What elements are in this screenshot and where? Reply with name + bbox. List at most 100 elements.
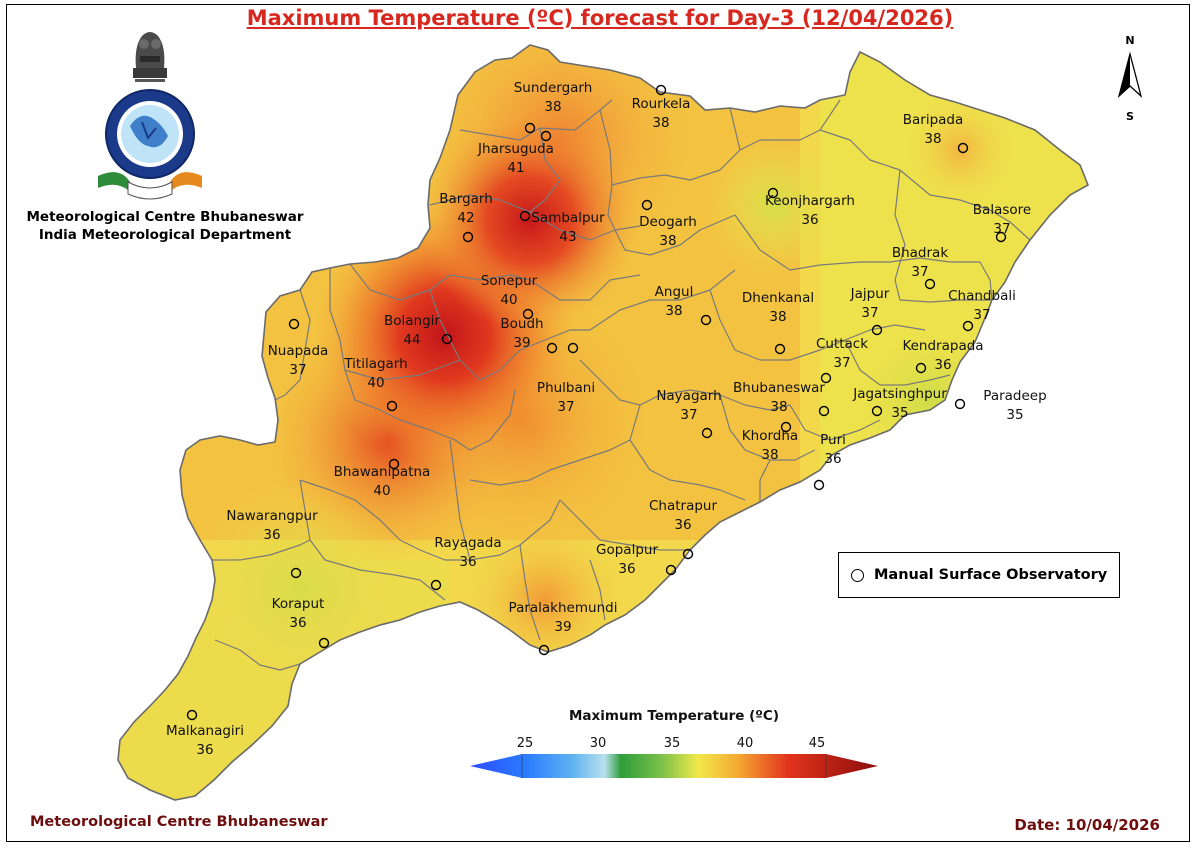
station-chatrapur: Chatrapur 36 bbox=[649, 498, 717, 560]
station-temperature: 39 bbox=[513, 335, 530, 351]
station-temperature: 36 bbox=[674, 517, 691, 533]
station-nuapada: Nuapada 37 bbox=[268, 318, 328, 378]
station-temperature: 40 bbox=[373, 483, 390, 499]
station-name: Sambalpur bbox=[531, 210, 605, 226]
station-sundergarh: Sundergarh 38 bbox=[514, 80, 592, 134]
station-jagatsinghpur: Jagatsinghpur 35 bbox=[852, 386, 947, 421]
station-bhubaneswar: Bhubaneswar 38 bbox=[733, 380, 830, 417]
station-name: Jagatsinghpur bbox=[852, 386, 947, 402]
observatory-marker-icon bbox=[818, 405, 830, 417]
station-paralakhemundi: Paralakhemundi 39 bbox=[509, 600, 618, 656]
station-name: Keonjhargarh bbox=[765, 193, 855, 209]
station-temperature: 40 bbox=[367, 375, 384, 391]
station-temperature: 38 bbox=[652, 115, 669, 131]
observatory-marker-icon bbox=[700, 314, 712, 326]
observatory-marker-icon bbox=[665, 564, 677, 576]
north-label: N bbox=[1125, 34, 1134, 47]
station-name: Jharsuguda bbox=[477, 141, 554, 157]
colorbar-ramp bbox=[470, 754, 878, 778]
station-cuttack: Cuttack 37 bbox=[816, 336, 868, 384]
station-gopalpur: Gopalpur 36 bbox=[596, 542, 677, 577]
station-angul: Angul 38 bbox=[655, 284, 712, 326]
observatory-marker-icon bbox=[995, 231, 1007, 243]
station-name: Bargarh bbox=[439, 191, 493, 207]
station-temperature: 36 bbox=[263, 527, 280, 543]
station-name: Deogarh bbox=[639, 214, 697, 230]
station-temperature: 36 bbox=[934, 357, 951, 373]
organization-label: Meteorological Centre Bhubaneswar India … bbox=[20, 208, 310, 244]
observatory-marker-icon bbox=[462, 231, 474, 243]
station-nayagarh: Nayagarh 37 bbox=[656, 388, 722, 439]
station-name: Balasore bbox=[973, 202, 1031, 218]
station-bhawanipatna: Bhawanipatna 40 bbox=[334, 458, 430, 499]
station-name: Jajpur bbox=[850, 286, 890, 302]
colorbar-tick-label: 40 bbox=[736, 736, 754, 751]
temperature-field bbox=[118, 45, 1088, 800]
observatory-marker-icon bbox=[682, 548, 694, 560]
station-koraput: Koraput 36 bbox=[272, 596, 330, 649]
station-temperature: 37 bbox=[289, 362, 306, 378]
station-name: Rayagada bbox=[434, 535, 501, 551]
district-boundaries bbox=[212, 99, 1031, 671]
station-name: Paradeep bbox=[983, 388, 1046, 404]
footer-organization: Meteorological Centre Bhubaneswar bbox=[30, 814, 328, 830]
station-temperature: 37 bbox=[911, 264, 928, 280]
station-name: Koraput bbox=[272, 596, 325, 612]
map-title: Maximum Temperature (ºC) forecast for Da… bbox=[246, 6, 954, 30]
observatory-marker-icon bbox=[641, 199, 653, 211]
station-boudh: Boudh 39 bbox=[500, 316, 558, 354]
observatory-marker-icon bbox=[701, 427, 713, 439]
observatory-marker-icon bbox=[186, 709, 198, 721]
observatory-marker-icon bbox=[780, 421, 792, 433]
observatory-marker-icon bbox=[546, 342, 558, 354]
station-temperature: 37 bbox=[833, 355, 850, 371]
observatory-marker-icon bbox=[851, 568, 864, 582]
map-frame bbox=[6, 4, 1190, 842]
station-bargarh: Bargarh 42 bbox=[439, 191, 493, 243]
station-rourkela: Rourkela 38 bbox=[632, 84, 690, 131]
station-name: Chatrapur bbox=[649, 498, 717, 514]
imd-logo bbox=[98, 32, 202, 200]
observatory-marker-icon bbox=[871, 324, 883, 336]
station-balasore: Balasore 37 bbox=[973, 202, 1031, 243]
observatory-marker-icon bbox=[290, 567, 302, 579]
colorbar-tick-label: 30 bbox=[589, 736, 607, 751]
station-paradeep: Paradeep 35 bbox=[954, 388, 1047, 423]
station-nawarangpur: Nawarangpur 36 bbox=[226, 508, 318, 579]
station-dhenkanal: Dhenkanal 38 bbox=[742, 290, 814, 355]
station-name: Gopalpur bbox=[596, 542, 658, 558]
station-chandbali: Chandbali 37 bbox=[948, 288, 1016, 332]
station-temperature: 36 bbox=[618, 561, 635, 577]
observatory-marker-icon bbox=[522, 308, 534, 320]
station-temperature: 43 bbox=[559, 229, 576, 245]
station-malkanagiri: Malkanagiri 36 bbox=[166, 709, 244, 758]
station-temperature: 38 bbox=[769, 309, 786, 325]
observatory-marker-icon bbox=[954, 398, 966, 410]
station-name: Puri bbox=[820, 432, 846, 448]
station-name: Bhubaneswar bbox=[733, 380, 825, 396]
station-titilagarh: Titilagarh 40 bbox=[343, 356, 408, 412]
station-name: Boudh bbox=[500, 316, 543, 332]
station-deogarh: Deogarh 38 bbox=[639, 199, 697, 249]
station-name: Bolangir bbox=[384, 313, 440, 329]
observatory-marker-icon bbox=[567, 342, 579, 354]
observatory-marker-icon bbox=[318, 637, 330, 649]
colorbar-tick-label: 35 bbox=[663, 736, 681, 751]
imd-ribbon-icon bbox=[98, 172, 202, 200]
observatory-marker-icon bbox=[820, 372, 832, 384]
station-name: Baripada bbox=[903, 112, 964, 128]
observatory-marker-icon bbox=[655, 84, 667, 96]
station-temperature: 38 bbox=[770, 399, 787, 415]
station-name: Paralakhemundi bbox=[509, 600, 618, 616]
observatory-marker-icon bbox=[524, 122, 536, 134]
station-temperature: 38 bbox=[544, 99, 561, 115]
colorbar-tick-label: 25 bbox=[516, 736, 534, 751]
station-temperature: 36 bbox=[459, 554, 476, 570]
station-temperature: 35 bbox=[1006, 407, 1023, 423]
legend-label: Manual Surface Observatory bbox=[874, 567, 1108, 583]
colorbar-title: Maximum Temperature (ºC) bbox=[569, 708, 779, 724]
observatory-marker-icon bbox=[924, 278, 936, 290]
station-temperature: 35 bbox=[891, 405, 908, 421]
station-name: Sonepur bbox=[481, 273, 538, 289]
